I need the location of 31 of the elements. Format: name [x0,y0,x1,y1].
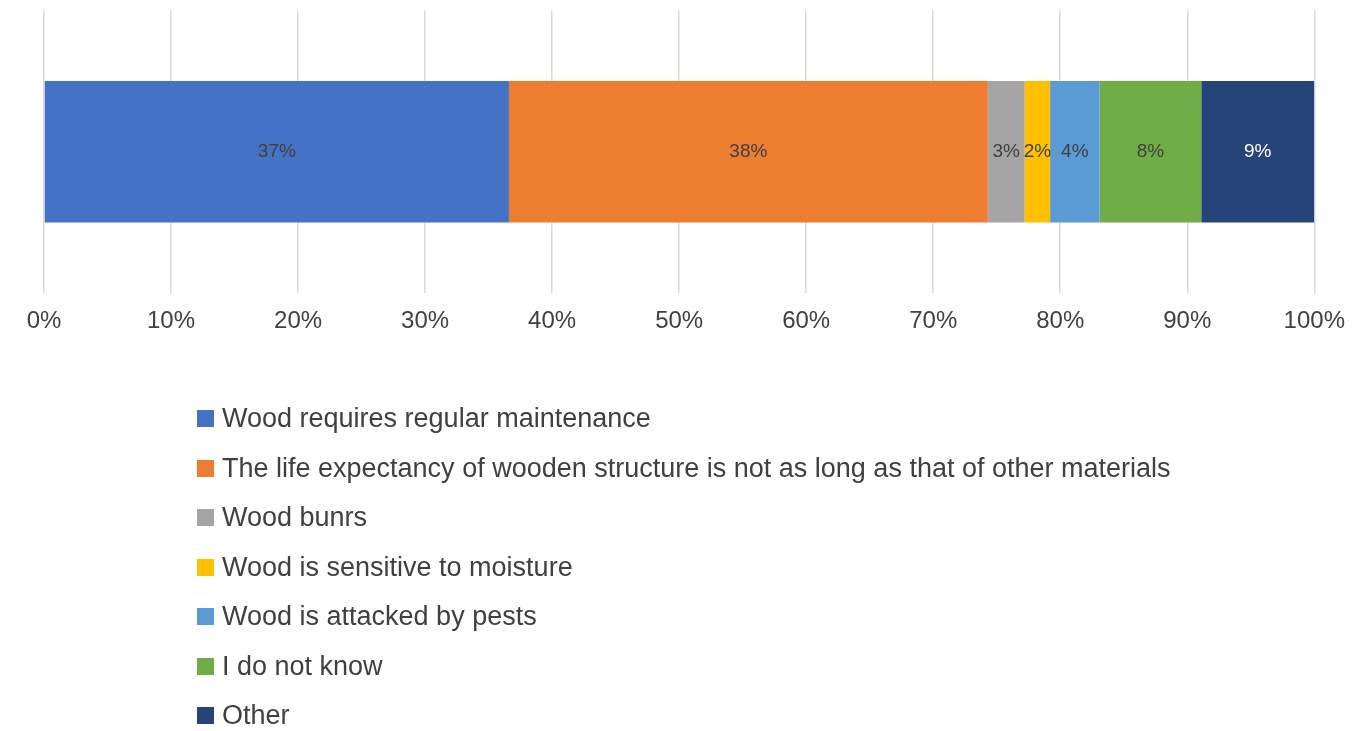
x-tick-label: 100% [1283,306,1345,334]
legend-label: Wood is attacked by pests [222,601,537,633]
x-tick-label: 60% [782,306,831,334]
bar [1201,80,1315,223]
data-label: 8% [1136,139,1165,161]
bar [987,80,1025,223]
x-tick-label: 90% [1163,306,1212,334]
legend-label: The life expectancy of wooden structure is not as long as that of other materials [222,452,1171,484]
legend-label: Wood requires regular maintenance [222,403,651,435]
x-tick-label: 40% [528,306,577,334]
data-label: 3% [992,139,1021,161]
data-label: 4% [1061,139,1089,161]
legend-label: Wood bunrs [222,502,368,534]
x-tick-label: 80% [1036,306,1085,334]
bar [1024,80,1051,223]
bar [1050,80,1100,223]
x-tick-label: 30% [401,306,450,334]
legend-label: I do not know [222,650,383,682]
bar [508,80,988,223]
legend-label: Other [222,700,290,731]
legend-label: Wood is sensitive to moisture [222,551,573,583]
x-tick-label: 50% [655,306,704,334]
x-tick-label: 10% [147,306,196,334]
data-label: 37% [257,139,296,161]
data-label: 38% [729,139,768,161]
x-tick-label: 20% [274,306,323,334]
x-tick-label: 70% [909,306,958,334]
x-tick-label: 0% [26,306,62,334]
bar [1099,80,1202,223]
data-label: 9% [1244,139,1272,161]
bar [44,80,509,223]
